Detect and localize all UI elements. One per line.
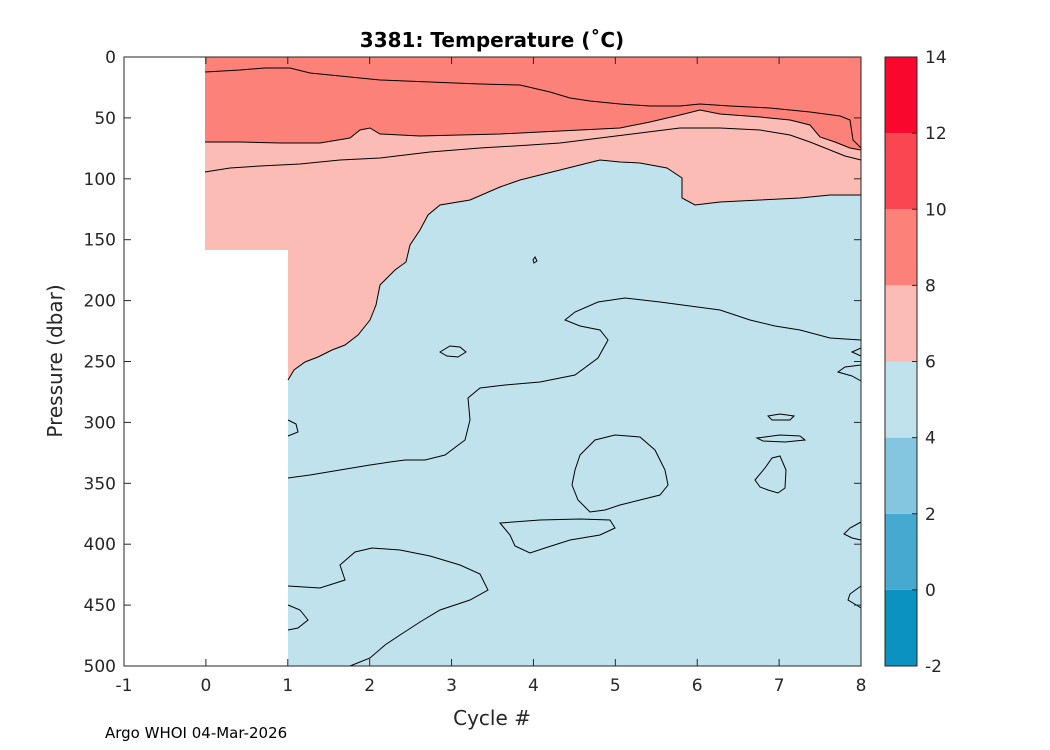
x-tick-label: 4	[528, 676, 539, 696]
y-tick-label: 200	[84, 292, 116, 312]
x-tick-label: 1	[282, 676, 293, 696]
y-tick-label: 100	[84, 170, 116, 190]
y-tick-label: 50	[94, 109, 116, 129]
colorbar-swatch	[885, 209, 917, 286]
contour-edge-d	[847, 585, 862, 609]
contour-fills	[205, 57, 861, 666]
x-tick-label: 7	[774, 676, 785, 696]
contour-line-5a	[287, 297, 862, 479]
colorbar-swatches	[885, 57, 917, 666]
chart-title: 3381: Temperature (˚C)	[360, 28, 624, 52]
x-tick-label: -1	[116, 676, 133, 696]
contour-closed-a	[571, 434, 669, 513]
colorbar-tick-label: 4	[925, 429, 936, 449]
contour-closed-c	[439, 345, 467, 358]
x-axis-label: Cycle #	[453, 706, 531, 730]
x-tick-label: 3	[446, 676, 457, 696]
x-axis-ticks: -1 0 1 2 3 4 5 6 7 8	[116, 57, 867, 696]
colorbar-tick-label: 12	[925, 124, 947, 144]
colorbar-tick-label: 14	[925, 48, 947, 68]
contour-lines	[204, 67, 862, 667]
colorbar-tick-label: 8	[925, 276, 936, 296]
contour-line-8b	[204, 127, 862, 173]
colorbar-tick-label: -2	[925, 657, 942, 677]
footer-credit: Argo WHOI 04-Mar-2026	[105, 724, 288, 742]
contour-closed-e	[754, 455, 787, 494]
band-8-10	[205, 57, 861, 150]
x-tick-label: 6	[692, 676, 703, 696]
colorbar-tick-label: 2	[925, 505, 936, 525]
y-tick-label: 450	[84, 596, 116, 616]
y-tick-label: 400	[84, 535, 116, 555]
x-tick-label: 5	[610, 676, 621, 696]
colorbar-swatch	[885, 285, 917, 362]
contour-edge-b	[836, 364, 862, 382]
colorbar-swatch	[885, 437, 917, 514]
colorbar-swatch	[885, 361, 917, 438]
contour-closed-f	[755, 434, 807, 443]
band-6-8	[205, 57, 861, 380]
contour-line-6	[287, 159, 861, 381]
y-tick-label: 0	[105, 48, 116, 68]
y-axis-ticks: 0 50 100 150 200 250 300 350 400 450 500	[84, 48, 861, 677]
x-tick-label: 2	[364, 676, 375, 696]
plot-area: -1 0 1 2 3 4 5 6 7 8 0 50 100 150 200 250 300 350 400 450 5…	[84, 48, 867, 696]
y-tick-label: 250	[84, 353, 116, 373]
colorbar-tick-label: 10	[925, 200, 947, 220]
contour-closed-i	[287, 604, 309, 631]
x-tick-label: 0	[200, 676, 211, 696]
contour-line-5b	[287, 547, 489, 667]
colorbar-swatch	[885, 589, 917, 666]
contour-edge-c	[843, 521, 862, 541]
x-tick-label: 8	[856, 676, 867, 696]
contour-closed-b	[498, 518, 616, 554]
colorbar-swatch	[885, 133, 917, 210]
contour-line-10	[204, 67, 862, 149]
colorbar: -2 0 2 4 6 8 10 12 14	[884, 48, 947, 677]
contour-closed-g	[766, 413, 796, 421]
y-tick-label: 150	[84, 231, 116, 251]
contour-closed-h	[287, 419, 299, 437]
colorbar-ticks: -2 0 2 4 6 8 10 12 14	[912, 48, 947, 677]
colorbar-swatch	[885, 57, 917, 134]
contour-closed-d	[532, 256, 538, 264]
y-tick-label: 500	[84, 657, 116, 677]
contour-line-8	[205, 109, 862, 151]
colorbar-tick-label: 0	[925, 581, 936, 601]
y-tick-label: 300	[84, 413, 116, 433]
colorbar-swatch	[885, 513, 917, 590]
colorbar-tick-label: 6	[925, 353, 936, 373]
y-axis-label: Pressure (dbar)	[43, 284, 67, 437]
contour-edge-a	[850, 347, 862, 357]
y-tick-label: 350	[84, 474, 116, 494]
